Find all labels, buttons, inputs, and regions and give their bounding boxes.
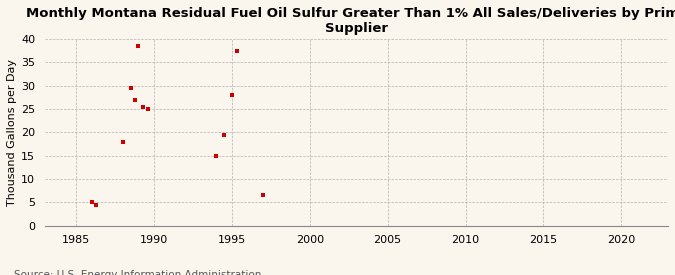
Point [211, 153, 221, 158]
Text: Source: U.S. Energy Information Administration: Source: U.S. Energy Information Administ… [14, 271, 261, 275]
Point [130, 97, 140, 102]
Y-axis label: Thousand Gallons per Day: Thousand Gallons per Day [7, 59, 17, 206]
Title: Monthly Montana Residual Fuel Oil Sulfur Greater Than 1% All Sales/Deliveries by: Monthly Montana Residual Fuel Oil Sulfur… [26, 7, 675, 35]
Point [142, 107, 153, 111]
Point [133, 44, 144, 48]
Point [138, 104, 148, 109]
Point [227, 93, 238, 97]
Point [91, 202, 102, 207]
Point [258, 193, 269, 197]
Point [86, 200, 97, 204]
Point [231, 48, 242, 53]
Point [117, 139, 128, 144]
Point [126, 86, 136, 90]
Point [219, 132, 230, 137]
